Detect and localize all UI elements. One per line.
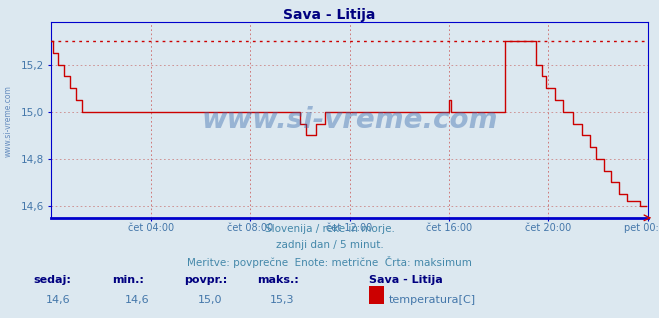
Text: povpr.:: povpr.:: [185, 275, 228, 285]
Text: 15,0: 15,0: [198, 295, 222, 305]
Text: zadnji dan / 5 minut.: zadnji dan / 5 minut.: [275, 240, 384, 250]
Text: 15,3: 15,3: [270, 295, 295, 305]
Text: temperatura[C]: temperatura[C]: [389, 295, 476, 305]
Text: Slovenija / reke in morje.: Slovenija / reke in morje.: [264, 224, 395, 234]
Text: 14,6: 14,6: [46, 295, 71, 305]
Text: Sava - Litija: Sava - Litija: [369, 275, 443, 285]
Text: Sava - Litija: Sava - Litija: [283, 8, 376, 22]
Text: Meritve: povprečne  Enote: metrične  Črta: maksimum: Meritve: povprečne Enote: metrične Črta:…: [187, 256, 472, 268]
Text: sedaj:: sedaj:: [33, 275, 71, 285]
Text: maks.:: maks.:: [257, 275, 299, 285]
Text: www.si-vreme.com: www.si-vreme.com: [3, 85, 13, 157]
Text: 14,6: 14,6: [125, 295, 150, 305]
Text: www.si-vreme.com: www.si-vreme.com: [202, 106, 498, 134]
Text: min.:: min.:: [112, 275, 144, 285]
